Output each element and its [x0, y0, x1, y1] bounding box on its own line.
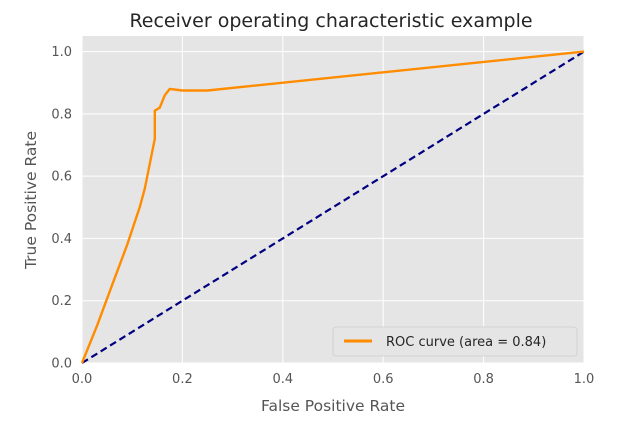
- y-axis-label: True Positive Rate: [22, 131, 40, 270]
- legend-box: [332, 326, 578, 357]
- y-tick-label: 1.0: [51, 45, 72, 60]
- x-tick-label: 0.8: [473, 372, 494, 387]
- x-tick-labels: 0.0 0.2 0.4 0.6 0.8 1.0: [72, 372, 595, 387]
- y-tick-labels: 0.0 0.2 0.4 0.6 0.8 1.0: [51, 45, 72, 371]
- x-tick-label: 0.4: [272, 372, 293, 387]
- y-tick-label: 0.6: [51, 170, 72, 185]
- y-tick-label: 0.0: [51, 357, 72, 372]
- legend: ROC curve (area = 0.84): [332, 326, 578, 357]
- plot-area: [82, 36, 584, 363]
- grid-lines: [81, 36, 585, 364]
- y-tick-label: 0.2: [51, 294, 72, 309]
- chart-title: Receiver operating characteristic exampl…: [129, 10, 532, 32]
- y-tick-label: 0.8: [51, 107, 72, 122]
- roc-curve-line: [80, 50, 585, 364]
- x-tick-label: 1.0: [574, 372, 595, 387]
- series-group: [80, 50, 585, 364]
- y-tick-label: 0.4: [51, 232, 72, 247]
- x-tick-label: 0.2: [172, 372, 193, 387]
- x-tick-label: 0.6: [373, 372, 394, 387]
- x-tick-label: 0.0: [72, 372, 93, 387]
- legend-label: ROC curve (area = 0.84): [386, 335, 546, 350]
- x-axis-label: False Positive Rate: [261, 397, 405, 415]
